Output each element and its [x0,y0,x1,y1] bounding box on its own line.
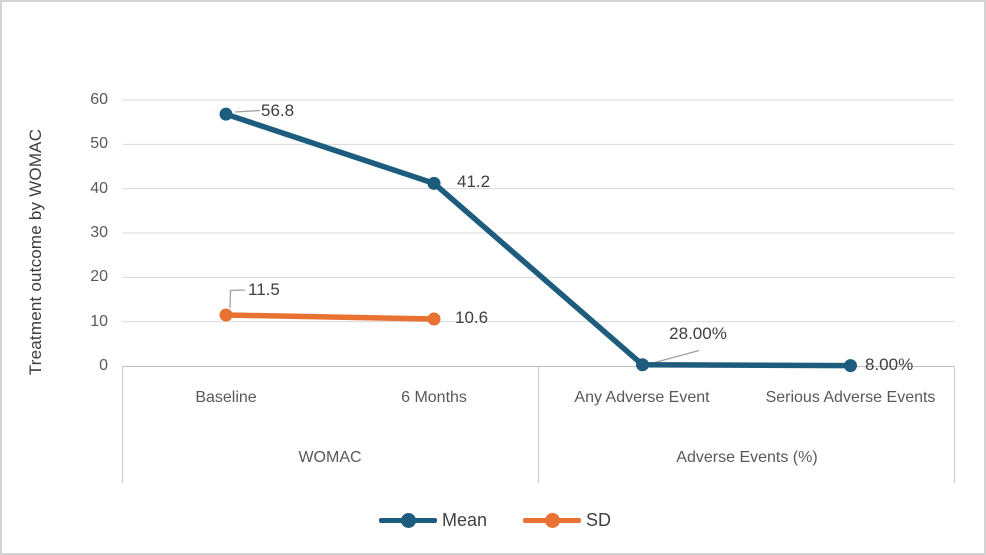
y-tick-label: 40 [90,180,108,197]
sd-series-line [223,312,437,322]
x-group-womac: WOMAC [298,449,362,466]
y-tick-label: 10 [90,313,108,330]
y-tick-label: 20 [90,268,108,285]
x-category-any-adverse: Any Adverse Event [574,389,710,406]
mean-line-swatch-icon [378,512,437,528]
sd-marker [427,312,441,326]
data-label-mean-serious-adverse: 8.00% [865,355,914,374]
mean-marker [844,359,857,373]
legend-label-sd: SD [586,510,612,530]
sd-marker [219,308,233,322]
legend: Mean SD [2,505,984,535]
x-category-serious-adverse: Serious Adverse Events [765,389,936,406]
leader-line-28pct [652,349,700,364]
data-label-sd-baseline: 11.5 [248,280,280,299]
x-group-adverse-events: Adverse Events (%) [676,449,818,466]
mean-series-line [223,111,854,369]
legend-item-mean: Mean [378,509,487,531]
mean-marker [219,107,233,121]
data-label-mean-6months: 41.2 [457,172,491,191]
legend-item-sd: SD [523,509,611,531]
y-tick-label: 0 [99,357,108,374]
data-label-mean-any-adverse: 28.00% [669,324,727,343]
y-tick-label: 30 [90,224,108,241]
mean-marker [427,176,441,190]
y-tick-label: 50 [90,135,108,152]
legend-label-mean: Mean [441,510,487,530]
data-label-mean-baseline: 56.8 [261,101,295,120]
y-tick-label: 60 [90,91,108,108]
x-category-6months: 6 Months [401,389,467,406]
x-category-baseline: Baseline [195,389,257,406]
leader-line-56-8 [234,109,261,113]
mean-marker [636,358,649,372]
leader-line-11-5 [229,289,246,309]
data-label-sd-6months: 10.6 [455,308,489,327]
sd-line-swatch-icon [523,512,581,528]
